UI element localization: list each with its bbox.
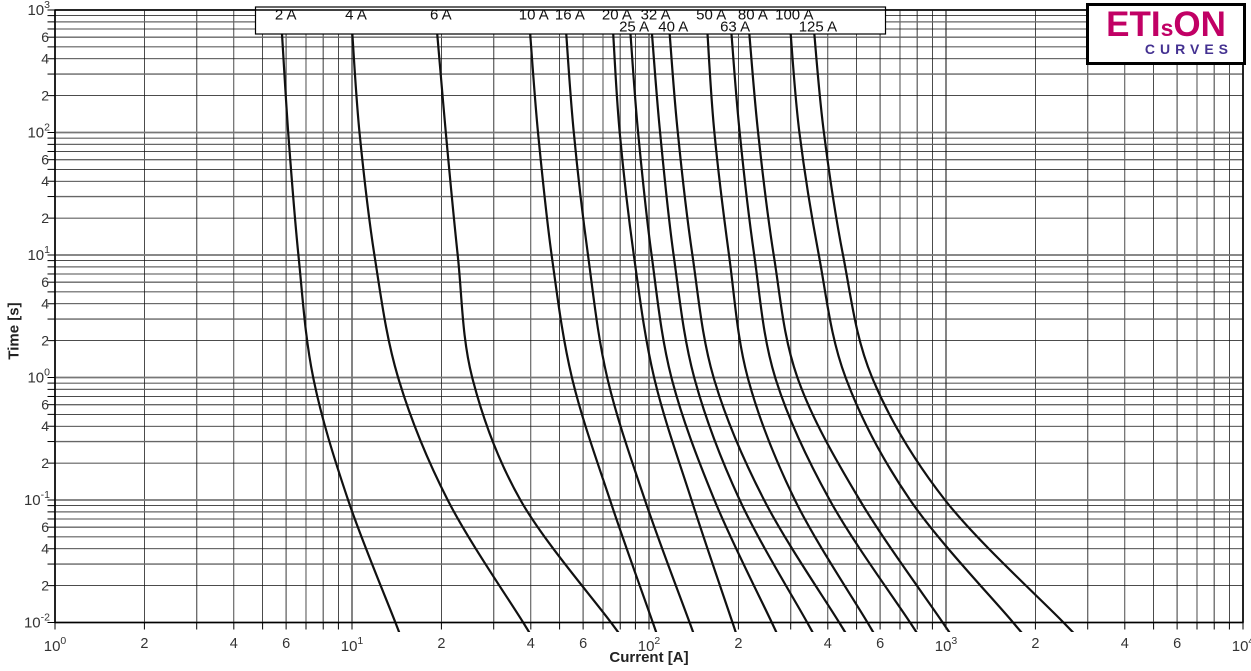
curve-20a	[611, 28, 737, 632]
curve-80a	[747, 28, 951, 632]
curve-label-80a: 80 A	[738, 7, 768, 24]
decade-tick-label: 103	[27, 0, 50, 19]
minor-tick-label: 4	[230, 636, 238, 652]
minor-tick-label: 6	[282, 636, 290, 652]
brand-post: ON	[1173, 5, 1226, 45]
brand-s: s	[1160, 15, 1174, 42]
minor-tick-label: 4	[41, 418, 49, 434]
curve-125a	[812, 28, 1075, 632]
minor-tick-label: 4	[1121, 636, 1129, 652]
decade-tick-label: 101	[341, 635, 364, 655]
curve-label-63a: 63 A	[720, 19, 750, 36]
curve-label-6a: 6 A	[430, 7, 452, 24]
decade-tick-label: 100	[27, 367, 50, 387]
minor-tick-label: 6	[41, 519, 49, 535]
y-axis-title: Time [s]	[5, 302, 23, 360]
minor-tick-label: 2	[1031, 636, 1039, 652]
curve-label-2a: 2 A	[275, 7, 297, 24]
minor-tick-label: 2	[437, 636, 445, 652]
curve-label-125a: 125 A	[799, 19, 837, 36]
axis-ticks	[47, 9, 1244, 630]
curve-label-4a: 4 A	[345, 7, 367, 24]
curve-32a	[650, 28, 814, 632]
curve-50a	[706, 28, 875, 632]
minor-tick-label: 4	[41, 51, 49, 67]
decade-tick-label: 101	[27, 244, 50, 264]
curve-25a	[629, 28, 778, 632]
curve-label-40a: 40 A	[658, 19, 688, 36]
minor-tick-label: 2	[41, 210, 49, 226]
brand-logo: ETIsON CURVES	[1086, 3, 1246, 65]
decade-tick-label: 100	[44, 635, 67, 655]
minor-tick-label: 6	[41, 152, 49, 168]
curve-2a	[280, 28, 401, 632]
minor-tick-label: 2	[41, 333, 49, 349]
decade-tick-label: 10-1	[24, 489, 50, 509]
minor-tick-label: 2	[41, 455, 49, 471]
minor-tick-label: 2	[734, 636, 742, 652]
minor-tick-label: 2	[140, 636, 148, 652]
minor-tick-label: 4	[41, 296, 49, 312]
decade-tick-label: 103	[935, 635, 958, 655]
minor-tick-label: 6	[579, 636, 587, 652]
x-axis-title: Current [A]	[609, 649, 689, 666]
minor-tick-label: 6	[876, 636, 884, 652]
decade-tick-label: 10-2	[24, 612, 50, 632]
minor-tick-label: 2	[41, 578, 49, 594]
curve-4a	[350, 28, 531, 632]
curves	[280, 28, 1075, 632]
minor-tick-label: 2	[41, 88, 49, 104]
curve-label-25a: 25 A	[619, 19, 649, 36]
curve-16a	[564, 28, 695, 632]
minor-tick-label: 4	[527, 636, 535, 652]
minor-tick-label: 6	[41, 397, 49, 413]
curve-label-10a: 10 A	[519, 7, 549, 24]
brand-name: ETIsON	[1099, 7, 1233, 42]
minor-tick-label: 6	[41, 274, 49, 290]
curve-10a	[528, 28, 658, 632]
minor-tick-label: 6	[1173, 636, 1181, 652]
minor-tick-label: 4	[41, 541, 49, 557]
decade-tick-label: 102	[27, 122, 50, 142]
brand-pre: ETI	[1106, 5, 1161, 45]
curve-label-16a: 16 A	[555, 7, 585, 24]
curve-100a	[789, 28, 1023, 632]
minor-tick-label: 4	[824, 636, 832, 652]
curve-63a	[730, 28, 918, 632]
brand-subtitle: CURVES	[1144, 40, 1233, 57]
minor-tick-label: 6	[41, 29, 49, 45]
grid-lines	[54, 9, 1244, 624]
decade-tick-label: 104	[1232, 635, 1251, 655]
curve-40a	[668, 28, 847, 632]
curve-6a	[435, 28, 620, 632]
plot-frame	[54, 9, 1244, 624]
y-tick-labels: 103 102 101 100 10-1 10-2 2 4 6 2 4 6 2 4 6 2 4 6 2 4 6	[24, 0, 50, 632]
minor-tick-label: 4	[41, 173, 49, 189]
